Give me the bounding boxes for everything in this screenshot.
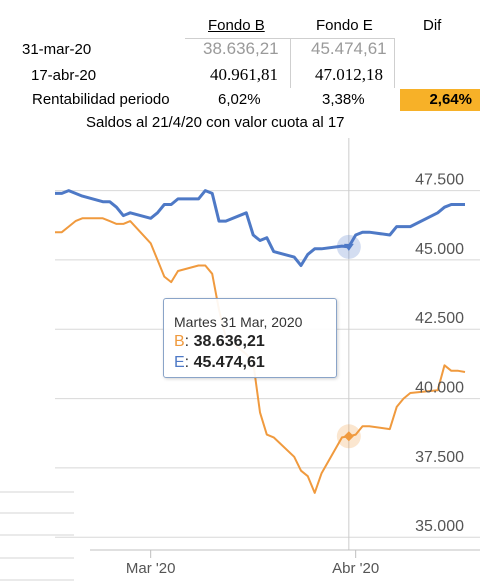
row-value-e: 47.012,18 <box>315 65 383 84</box>
y-tick-label: 42.500 <box>415 310 464 327</box>
header-fondo-e: Fondo E <box>316 17 373 34</box>
y-axis-labels: 47.500 45.000 42.500 40.000 37.500 35.000 <box>415 172 464 536</box>
series-line-b <box>55 217 466 494</box>
table-border <box>290 38 394 39</box>
line-chart[interactable]: 47.500 45.000 42.500 40.000 37.500 35.000 Mar… <box>0 130 480 584</box>
hover-markers <box>336 234 361 449</box>
y-tick-label: 47.500 <box>415 172 464 189</box>
table-border <box>185 38 290 39</box>
chart-tooltip: Martes 31 Mar, 2020 B: 38.636,21 E: 45.4… <box>163 298 337 378</box>
tooltip-e-label: E <box>174 354 185 371</box>
x-tick-label: Mar '20 <box>126 560 176 577</box>
tooltip-date: Martes 31 Mar, 2020 <box>174 314 303 330</box>
y-tick-label: 37.500 <box>415 449 464 466</box>
table-border <box>394 38 395 88</box>
y-tick-label: 40.000 <box>415 380 464 397</box>
left-edge-lines <box>0 491 74 581</box>
comparison-table: Fondo B Fondo E Dif 31-mar-20 38.636,21 … <box>0 0 480 131</box>
row-label: 31-mar-20 <box>22 41 92 58</box>
return-e: 3,38% <box>322 91 365 108</box>
marker-e <box>343 243 354 251</box>
y-tick-label: 45.000 <box>415 241 464 258</box>
tooltip-e-value: 45.474,61 <box>193 354 265 371</box>
marker-b <box>343 431 354 442</box>
row-label: Rentabilidad periodo <box>32 91 170 108</box>
series-lines <box>55 189 466 494</box>
x-tick-label: Abr '20 <box>332 560 379 577</box>
row-value-e: 45.474,61 <box>311 39 387 58</box>
y-tick-label: 35.000 <box>415 518 464 535</box>
tooltip-b-value: 38.636,21 <box>193 333 265 350</box>
dif-value: 2,64% <box>429 91 472 108</box>
row-value-b: 38.636,21 <box>203 39 279 58</box>
row-value-b: 40.961,81 <box>210 65 278 84</box>
dif-badge: 2,64% <box>400 89 480 111</box>
table-border <box>290 38 291 88</box>
header-dif: Dif <box>423 17 442 34</box>
tooltip-b-label: B <box>174 333 185 350</box>
series-line-e <box>55 189 465 267</box>
x-axis: Mar '20 Abr '20 <box>90 549 480 577</box>
table-note: Saldos al 21/4/20 con valor cuota al 17 <box>86 114 345 131</box>
row-label: 17-abr-20 <box>31 67 97 84</box>
header-fondo-b: Fondo B <box>208 17 265 34</box>
return-b: 6,02% <box>218 91 261 108</box>
